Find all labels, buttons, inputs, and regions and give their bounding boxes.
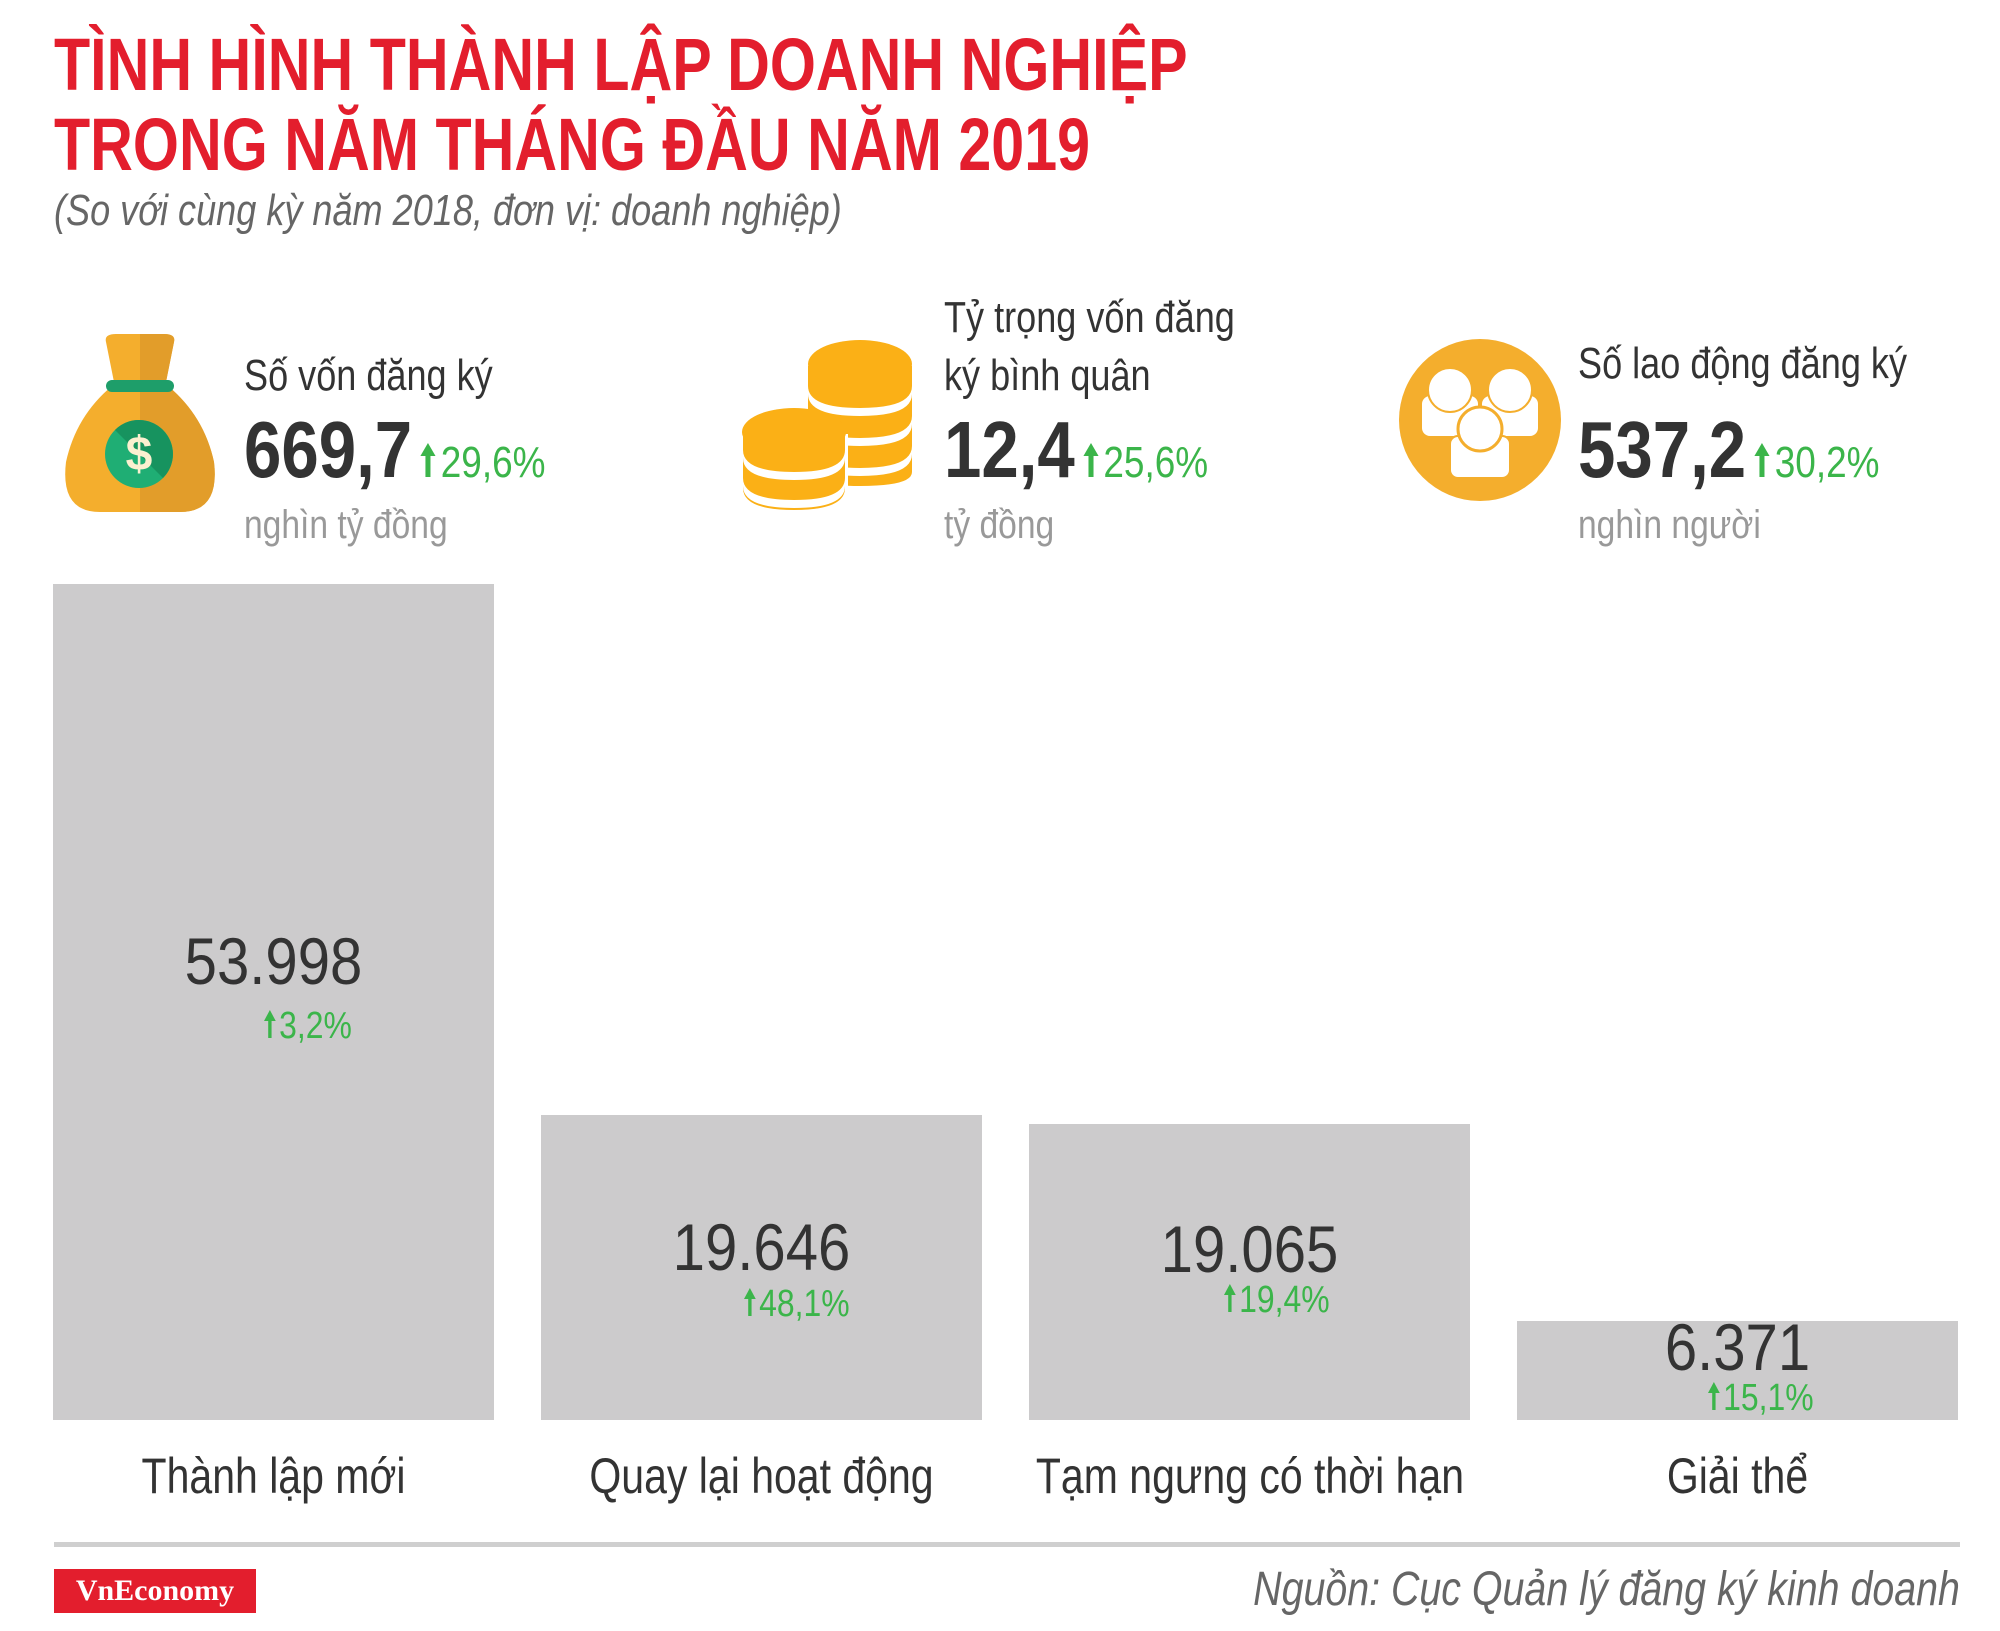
coins-icon xyxy=(740,340,912,514)
bar-change: 19,4% xyxy=(1224,1280,1330,1320)
arrow-up-icon xyxy=(420,443,436,477)
bar-value: 19.065 xyxy=(1160,1212,1339,1286)
arrow-up-icon xyxy=(264,1010,276,1038)
bar-change-value: 15,1% xyxy=(1723,1377,1814,1419)
kpi-value-row: 669,7 29,6% xyxy=(244,410,546,503)
kpi-value: 669,7 xyxy=(244,405,413,494)
bar-change-value: 19,4% xyxy=(1239,1279,1330,1321)
arrow-up-icon xyxy=(744,1288,756,1316)
kpi-change: 29,6% xyxy=(420,438,546,487)
arrow-up-icon xyxy=(1224,1284,1236,1312)
bar-change-value: 48,1% xyxy=(759,1283,850,1325)
brand-logo: VnEconomy xyxy=(54,1569,256,1613)
kpi-value-row: 537,2 30,2% xyxy=(1578,410,1880,503)
category-label: Quay lại hoạt động xyxy=(589,1448,934,1504)
kpi-unit: nghìn người xyxy=(1578,503,1761,547)
page-subtitle: (So với cùng kỳ năm 2018, đơn vị: doanh … xyxy=(54,186,842,235)
category-label: Thành lập mới xyxy=(141,1448,406,1504)
bar-value: 53.998 xyxy=(184,924,363,998)
kpi-label: Số vốn đăng ký xyxy=(244,351,493,400)
kpi-label: Số lao động đăng ký xyxy=(1578,339,1907,388)
kpi-unit: nghìn tỷ đồng xyxy=(244,503,448,547)
category-label: Tạm ngưng có thời hạn xyxy=(1035,1448,1465,1504)
bar-change: 15,1% xyxy=(1708,1378,1814,1418)
kpi-label-line-1: Tỷ trọng vốn đăng xyxy=(944,293,1235,342)
kpi-change-value: 29,6% xyxy=(440,438,546,487)
bar-thanh-lap-moi xyxy=(53,584,494,1420)
page-title-line-2: TRONG NĂM THÁNG ĐẦU NĂM 2019 xyxy=(54,103,1091,186)
kpi-value-row: 12,4 25,6% xyxy=(944,410,1208,503)
footer-divider xyxy=(54,1542,1960,1547)
kpi-change: 25,6% xyxy=(1083,438,1208,487)
kpi-unit: tỷ đồng xyxy=(944,503,1055,547)
kpi-change: 30,2% xyxy=(1754,438,1880,487)
bar-change: 3,2% xyxy=(264,1006,352,1046)
bar-change: 48,1% xyxy=(744,1284,850,1324)
kpi-value: 537,2 xyxy=(1578,405,1747,494)
kpi-change-value: 30,2% xyxy=(1774,438,1880,487)
page-title-line-1: TÌNH HÌNH THÀNH LẬP DOANH NGHIỆP xyxy=(54,23,1188,106)
category-label: Giải thể xyxy=(1666,1448,1809,1504)
arrow-up-icon xyxy=(1083,443,1099,477)
bar-tam-ngung-co-thoi-han xyxy=(1029,1124,1470,1420)
kpi-change-value: 25,6% xyxy=(1103,438,1209,487)
bar-giai-the xyxy=(1517,1321,1958,1420)
kpi-label-line-2: ký bình quân xyxy=(944,351,1151,400)
kpi-value: 12,4 xyxy=(944,405,1075,494)
arrow-up-icon xyxy=(1708,1382,1720,1410)
bar-quay-lai-hoat-dong xyxy=(541,1115,982,1420)
svg-text:$: $ xyxy=(126,428,153,481)
bar-value: 19.646 xyxy=(672,1210,851,1284)
arrow-up-icon xyxy=(1754,443,1770,477)
people-icon xyxy=(1399,339,1561,501)
money-bag-icon: $ xyxy=(65,334,215,512)
bar-change-value: 3,2% xyxy=(279,1005,352,1047)
bar-value: 6.371 xyxy=(1664,1310,1811,1384)
source-note: Nguồn: Cục Quản lý đăng ký kinh doanh xyxy=(1253,1563,1960,1616)
